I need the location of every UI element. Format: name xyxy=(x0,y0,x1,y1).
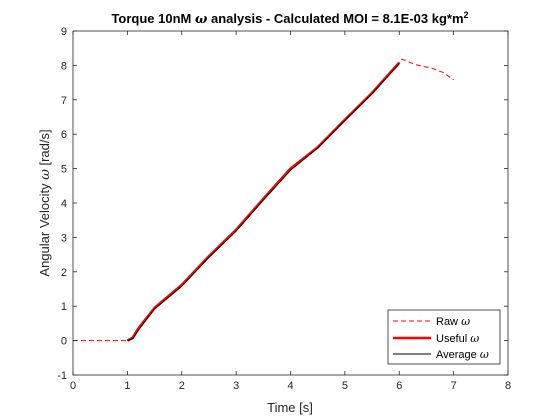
y-tick-label: 1 xyxy=(61,301,67,313)
average-omega-line xyxy=(127,63,400,342)
legend-useful-label: Useful ω xyxy=(436,332,479,345)
legend-raw-text: Raw xyxy=(436,316,461,328)
y-tick-label: 4 xyxy=(61,198,67,210)
title-omega-symbol: ω xyxy=(195,12,208,27)
y-tick-label: 8 xyxy=(61,60,67,72)
legend-raw-omega: ω xyxy=(461,315,470,328)
x-tick-label: 7 xyxy=(451,380,457,392)
y-tick-label: 2 xyxy=(61,267,67,279)
chart-title: Torque 10nM ω analysis - Calculated MOI … xyxy=(111,10,468,27)
x-tick-label: 2 xyxy=(179,380,185,392)
legend-average-omega: ω xyxy=(480,348,489,361)
series-layer xyxy=(73,58,454,342)
y-axis-label: Angular Velocity ω [rad/s] xyxy=(37,129,53,276)
x-tick-label: 3 xyxy=(233,380,239,392)
x-tick-label: 1 xyxy=(124,380,130,392)
y-tick-label: 7 xyxy=(61,95,67,107)
legend-raw-label: Raw ω xyxy=(436,315,470,328)
title-middle: analysis - Calculated MOI = 8.1E-03 kg*m xyxy=(207,11,463,26)
title-prefix: Torque 10nM xyxy=(111,11,195,26)
x-tick-label: 4 xyxy=(287,380,293,392)
y-tick-label: 0 xyxy=(61,336,67,348)
title-superscript: 2 xyxy=(464,10,469,20)
legend-average-label: Average ω xyxy=(436,348,489,361)
legend-useful-omega: ω xyxy=(470,332,479,345)
y-tick-label: -1 xyxy=(57,370,67,382)
x-tick-label: 8 xyxy=(505,380,511,392)
y-tick-label: 6 xyxy=(61,129,67,141)
y-axis-label-text: Angular Velocity xyxy=(37,180,52,277)
y-axis-label-omega: ω xyxy=(38,169,53,180)
legend: Raw ω Useful ω Average ω xyxy=(387,309,501,365)
x-axis-label: Time [s] xyxy=(267,400,313,415)
x-tick-label: 0 xyxy=(70,380,76,392)
legend-average-text: Average xyxy=(436,349,480,361)
x-tick-label: 5 xyxy=(342,380,348,392)
y-tick-label: 5 xyxy=(61,164,67,176)
y-axis-label-unit: [rad/s] xyxy=(37,129,52,169)
legend-useful-text: Useful xyxy=(436,333,470,345)
y-tick-label: 3 xyxy=(61,232,67,244)
y-tick-label: 9 xyxy=(61,26,67,38)
x-tick-label: 6 xyxy=(396,380,402,392)
